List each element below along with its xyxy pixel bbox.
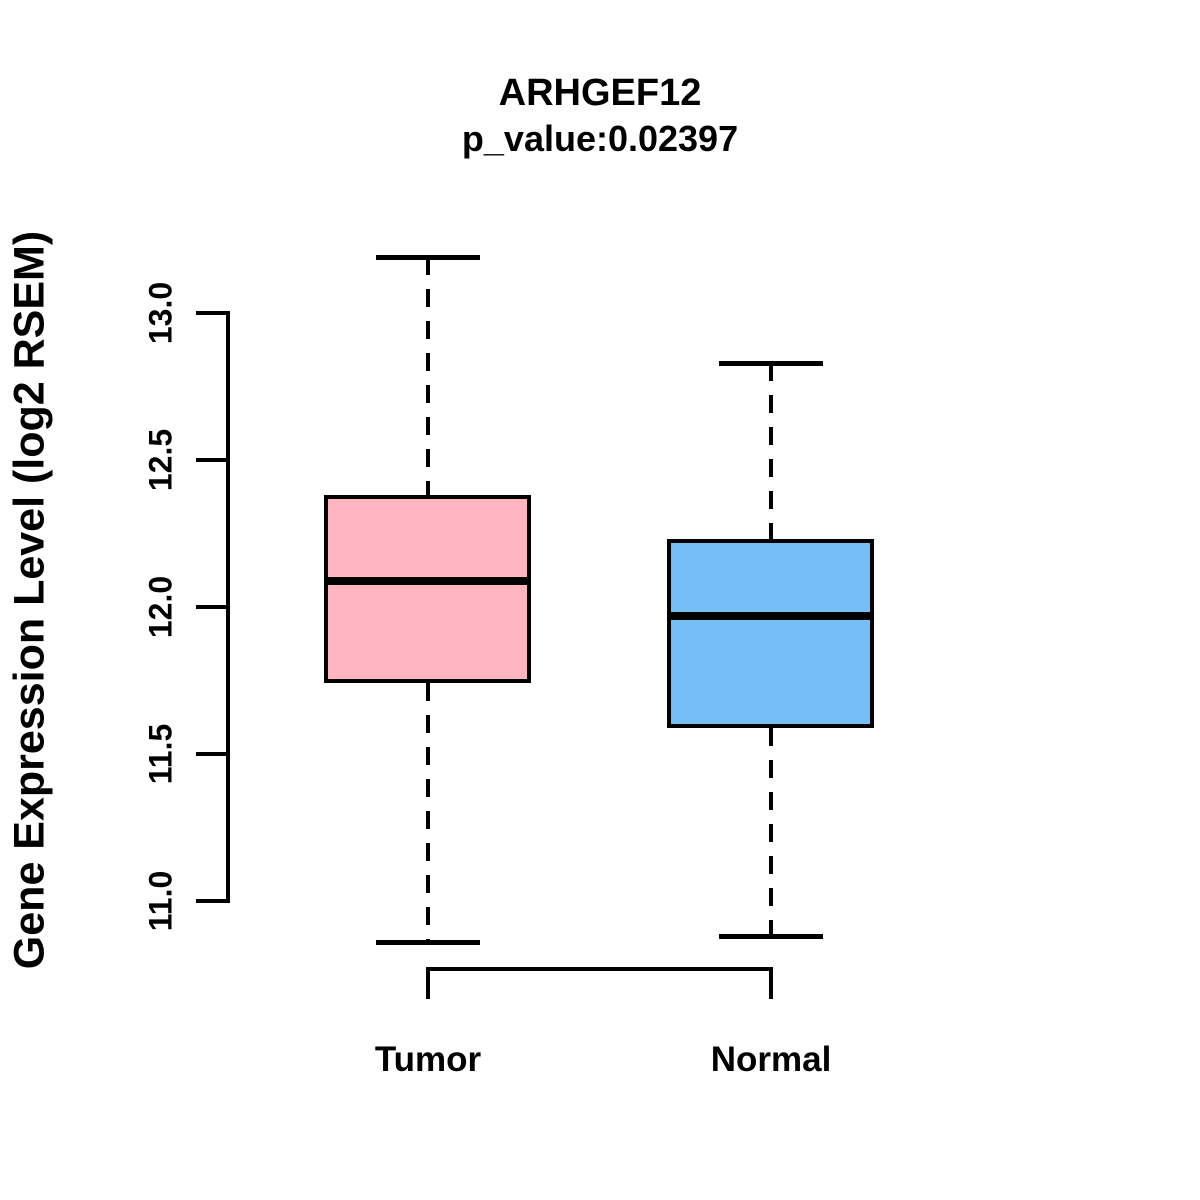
y-axis-tick (196, 752, 228, 756)
y-axis-tick (196, 311, 228, 315)
y-axis-tick-label: 12.5 (142, 428, 179, 492)
x-axis-tick-tumor (426, 967, 430, 999)
chart-title: ARHGEF12 (498, 72, 702, 114)
normal-upper-whisker (769, 363, 773, 539)
tumor-box-rect (324, 495, 531, 683)
x-axis-bracket-line (426, 967, 773, 971)
tumor-median-line (324, 577, 531, 585)
normal-lower-whisker-cap (719, 934, 823, 939)
tumor-upper-whisker-cap (376, 255, 480, 260)
x-tick-label-tumor: Tumor (374, 1040, 482, 1079)
y-axis-tick-label: 12.0 (142, 575, 179, 639)
chart-subtitle: p_value:0.02397 (461, 118, 739, 159)
y-axis-tick-label: 13.0 (142, 281, 179, 345)
tumor-lower-whisker (426, 683, 430, 942)
normal-box-rect (667, 539, 874, 728)
normal-upper-whisker-cap (719, 361, 823, 366)
y-axis-tick (196, 458, 228, 462)
x-tick-label-normal: Normal (710, 1040, 832, 1079)
y-axis-line (226, 311, 230, 903)
y-axis-tick (196, 899, 228, 903)
y-axis-tick (196, 605, 228, 609)
normal-lower-whisker (769, 728, 773, 936)
x-axis-tick-normal (769, 967, 773, 999)
tumor-lower-whisker-cap (376, 940, 480, 945)
y-axis-tick-label: 11.5 (142, 723, 179, 785)
y-axis-label: Gene Expression Level (log2 RSEM) (5, 230, 54, 970)
y-axis-tick-label: 11.0 (142, 870, 179, 932)
tumor-upper-whisker (426, 257, 430, 495)
normal-median-line (667, 612, 874, 620)
